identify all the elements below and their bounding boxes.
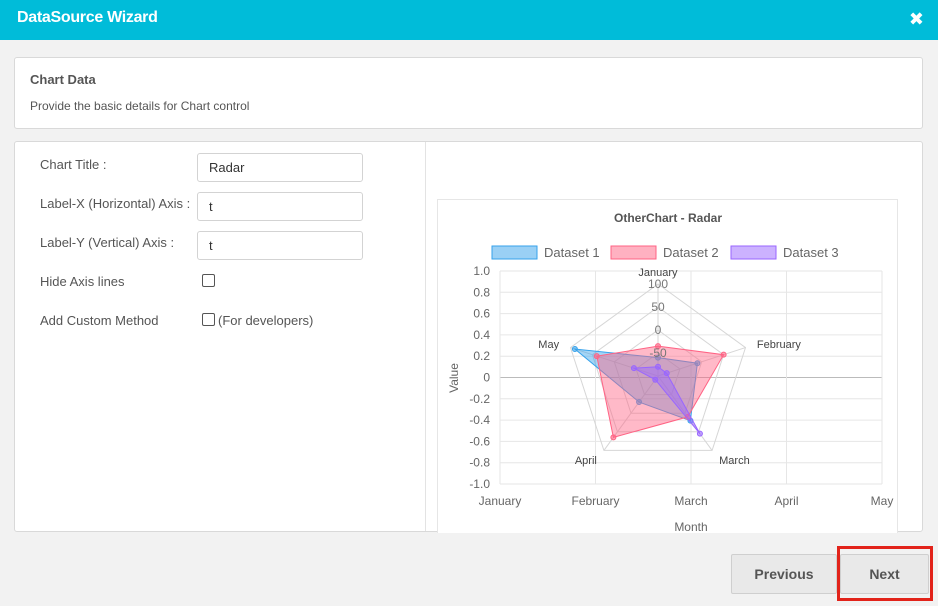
radar-spoke [570, 347, 659, 377]
y-tick-label: 0.2 [473, 349, 490, 363]
chart-title-label: Chart Title : [40, 157, 107, 172]
radar-chart: OtherChart - Radar Dataset 1 Dataset 2 Data… [447, 211, 894, 534]
legend-swatch [491, 245, 538, 260]
main-panel: Chart Title : Label-X (Horizontal) Axis … [14, 141, 923, 534]
label-y-input[interactable] [197, 231, 363, 260]
legend-label: Dataset 3 [783, 245, 839, 260]
radar-ring [635, 352, 681, 396]
radar-ring [591, 306, 725, 433]
chart-preview: OtherChart - Radar Dataset 1 Dataset 2 Data… [437, 199, 898, 534]
hide-axis-label: Hide Axis lines [40, 274, 125, 289]
y-tick-label: 0.8 [473, 285, 490, 299]
radar-point [630, 365, 637, 372]
y-tick-label: 0.4 [473, 328, 490, 342]
radar-spoke [657, 347, 746, 377]
label-y-label: Label-Y (Vertical) Axis : [40, 235, 175, 250]
custom-method-label: Add Custom Method [40, 313, 159, 328]
custom-method-checkbox[interactable] [202, 313, 215, 326]
x-tick-label: May [871, 494, 894, 508]
info-panel: Chart Data Provide the basic details for… [14, 57, 923, 129]
label-x-input[interactable] [197, 192, 363, 221]
y-tick-label: -0.8 [469, 456, 490, 470]
x-tick-label: April [774, 494, 798, 508]
radar-axis-label: May [538, 339, 559, 351]
radar-spoke [657, 375, 713, 451]
radial-tick-label: -50 [649, 346, 667, 360]
radar-point [652, 376, 659, 383]
radar-point [696, 430, 703, 437]
legend-swatch [610, 245, 657, 260]
wizard-header: DataSource Wizard ✖ [0, 0, 938, 40]
close-icon[interactable]: ✖ [908, 9, 924, 29]
radial-tick-label: 50 [651, 300, 665, 314]
radial-tick-label: 0 [655, 323, 662, 337]
radar-point [655, 343, 661, 350]
chart-title: OtherChart - Radar [614, 211, 722, 225]
section-heading: Chart Data [30, 72, 96, 87]
wizard-title: DataSource Wizard [17, 9, 158, 26]
legend-label: Dataset 1 [544, 245, 600, 260]
custom-method-note: (For developers) [218, 313, 314, 328]
radar-ring [613, 329, 703, 414]
radar-ring [569, 283, 747, 451]
y-tick-label: -0.2 [469, 392, 490, 406]
x-axis-label: Month [674, 520, 707, 534]
radar-point [655, 354, 661, 361]
radar-series-2 [596, 345, 725, 439]
radar-point [636, 399, 643, 406]
legend-label: Dataset 2 [663, 245, 719, 260]
section-description: Provide the basic details for Chart cont… [30, 99, 250, 113]
radar-axis-label: February [757, 339, 802, 351]
y-tick-label: -0.4 [469, 413, 490, 427]
radar-axis-label: March [719, 455, 750, 467]
radar-series-1 [573, 348, 698, 422]
radar-point [655, 363, 661, 370]
x-tick-label: February [571, 494, 619, 508]
y-tick-label: 0.6 [473, 307, 490, 321]
y-tick-label: 1.0 [473, 264, 490, 278]
next-button[interactable]: Next [840, 554, 929, 594]
radar-point [571, 345, 578, 352]
radar-point [610, 434, 617, 441]
panel-divider [425, 142, 426, 531]
x-tick-label: January [479, 494, 522, 508]
hide-axis-checkbox[interactable] [202, 274, 215, 287]
radar-point [593, 353, 600, 360]
x-tick-label: March [674, 494, 707, 508]
y-tick-label: 0 [483, 371, 490, 385]
chart-title-input[interactable] [197, 153, 363, 182]
y-axis-label: Value [447, 363, 461, 393]
radar-axis-label: January [638, 267, 678, 279]
radar-axis-label: April [575, 455, 597, 467]
y-tick-label: -0.6 [469, 434, 490, 448]
radar-point [663, 370, 670, 377]
y-tick-label: -1.0 [469, 477, 490, 491]
previous-button[interactable]: Previous [731, 554, 837, 594]
radar-point [694, 360, 701, 367]
radar-point [720, 351, 727, 358]
legend-swatch [730, 245, 777, 260]
label-x-label: Label-X (Horizontal) Axis : [40, 196, 191, 211]
radial-tick-label: 100 [648, 277, 668, 291]
